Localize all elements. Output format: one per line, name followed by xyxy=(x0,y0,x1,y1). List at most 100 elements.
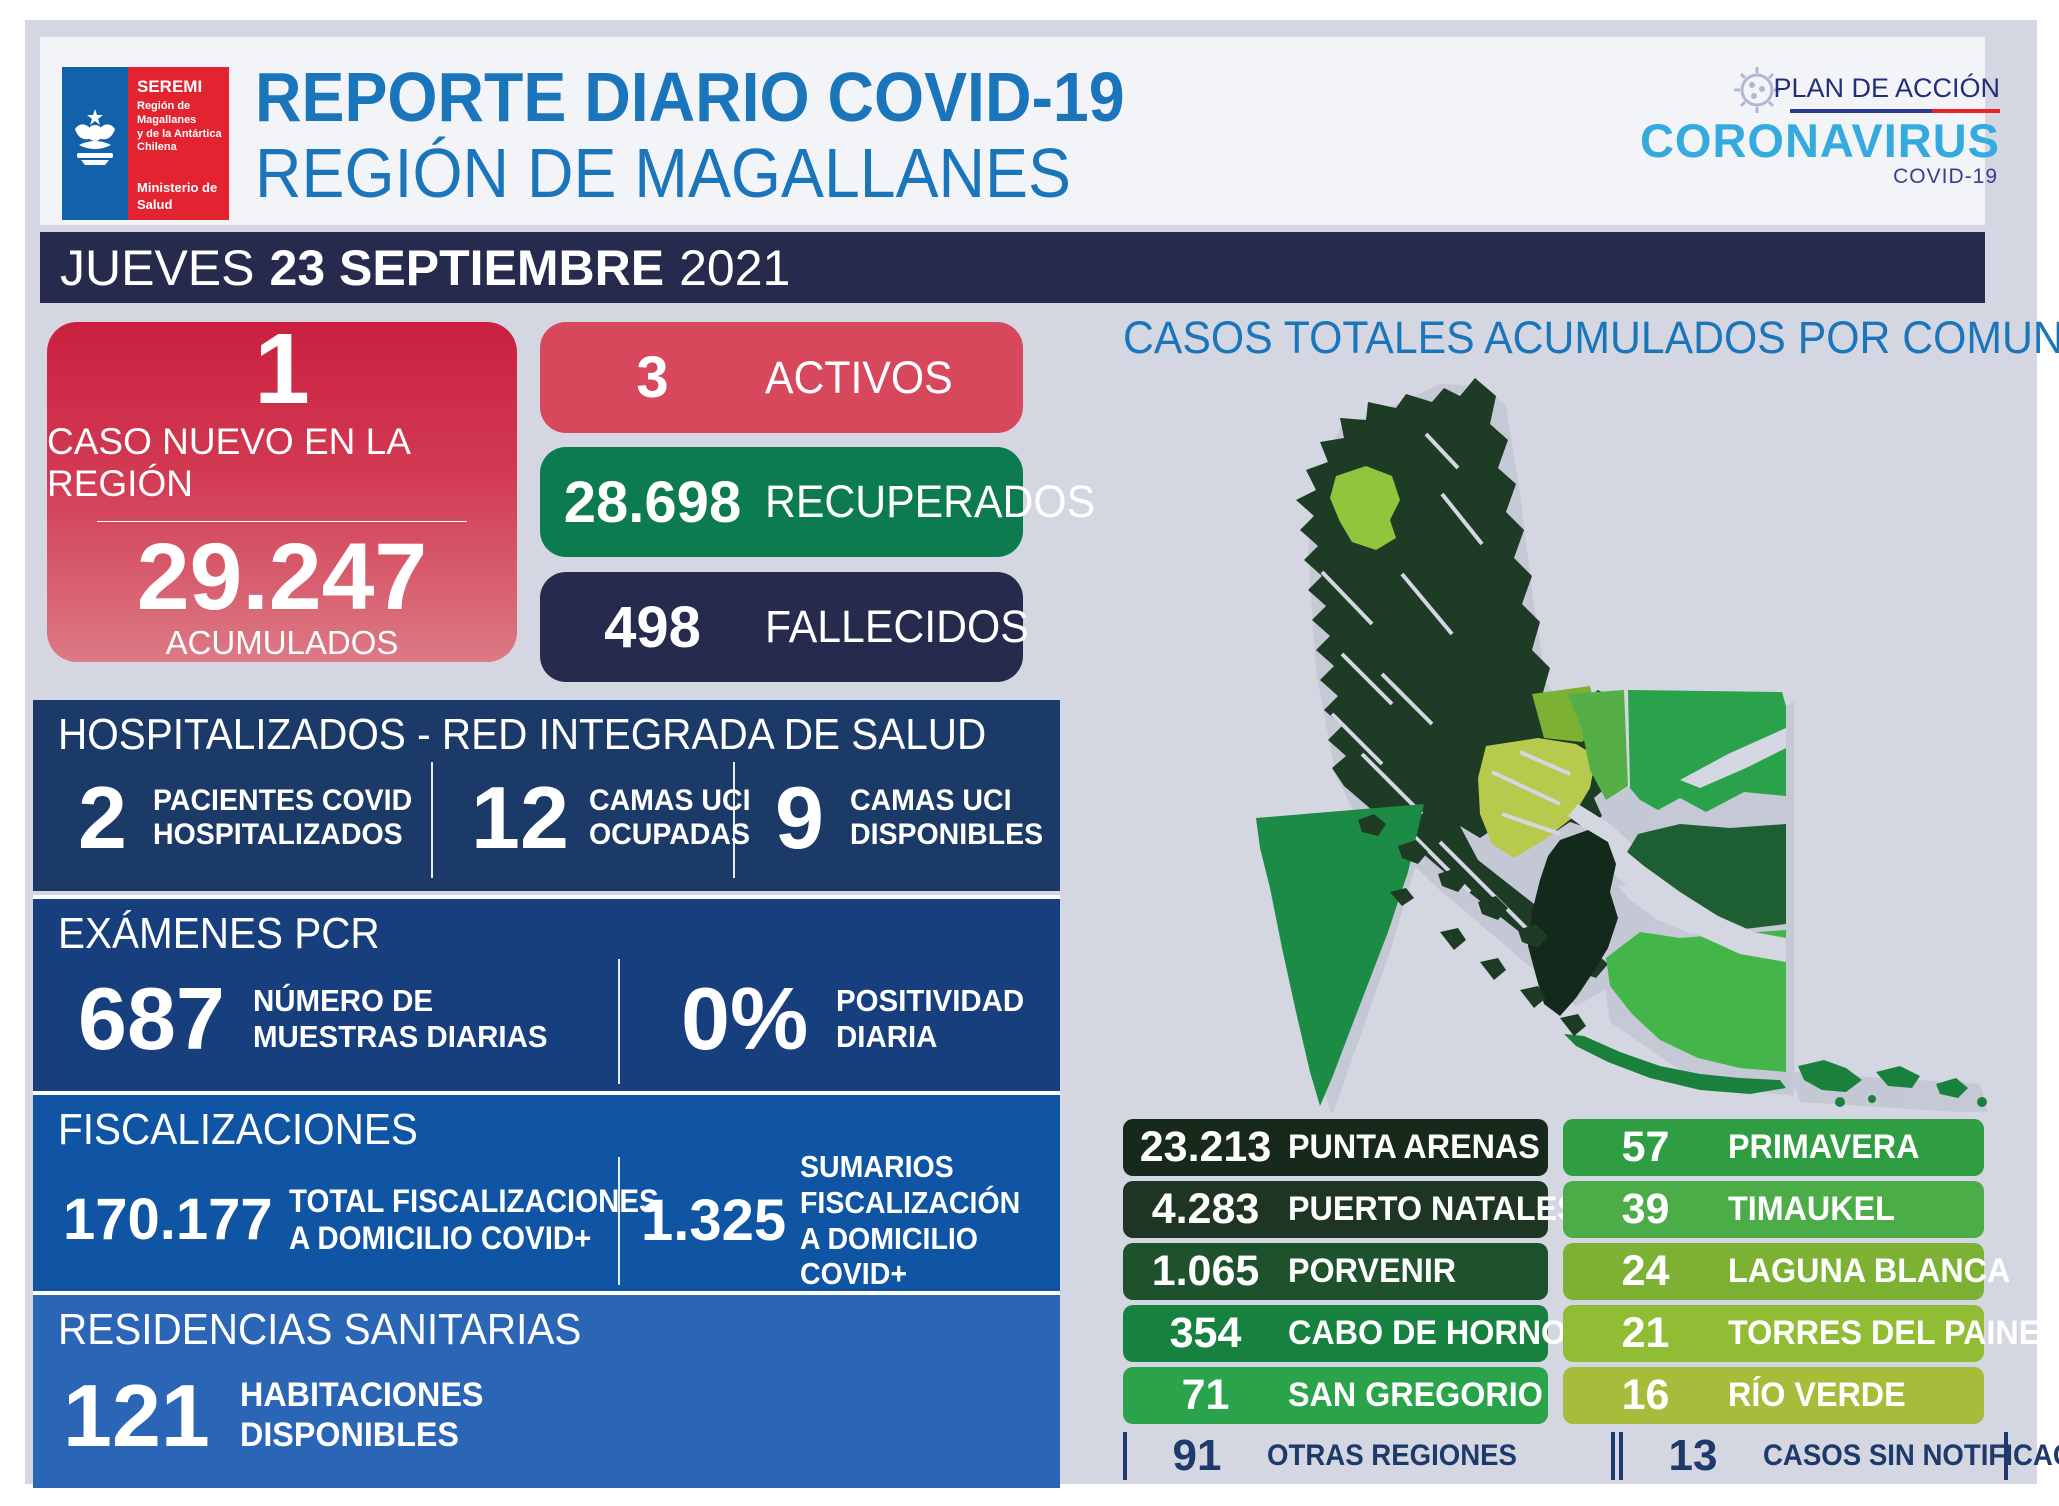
map-sw-islands xyxy=(1358,814,1586,1036)
report-page-background: SEREMI Región de Magallanes y de la Antá… xyxy=(25,20,2059,1488)
other-regions-value: 91 xyxy=(1172,1431,1222,1480)
stat-label: PACIENTES COVID HOSPITALIZADOS xyxy=(152,783,413,852)
stat-label: POSITIVIDAD DIARIA xyxy=(836,983,1025,1054)
pcr-title: EXÁMENES PCR xyxy=(58,909,380,958)
stat-label: HABITACIONES DISPONIBLES xyxy=(239,1376,484,1454)
comuna-value: 1.065 xyxy=(1151,1247,1260,1295)
date-year: 2021 xyxy=(679,239,791,296)
plan-de-accion-label: PLAN DE ACCIÓN xyxy=(1773,73,2000,103)
map-region-torres-del-paine xyxy=(1330,466,1400,550)
stat-label: TOTAL FISCALIZACIONES A DOMICILIO COVID+ xyxy=(288,1182,659,1256)
comuna-value: 39 xyxy=(1621,1185,1670,1233)
comuna-row-laguna-blanca: 24 LAGUNA BLANCA xyxy=(1563,1243,2010,1300)
fiscalizaciones-stat-total: 170.177 TOTAL FISCALIZACIONES A DOMICILI… xyxy=(63,1157,690,1282)
map-region-rio-verde xyxy=(1478,738,1596,858)
stat-value: 0% xyxy=(681,969,809,1068)
map-water-channels xyxy=(1568,728,1786,962)
map-region-timaukel xyxy=(1606,930,1786,1072)
header-band: SEREMI Región de Magallanes y de la Antá… xyxy=(40,37,2000,225)
date-date: 23 SEPTIEMBRE xyxy=(269,239,665,296)
stat-label: SUMARIOS FISCALIZACIÓN A DOMICILIO COVID… xyxy=(800,1149,1021,1292)
comuna-label: CABO DE HORNOS xyxy=(1288,1314,1588,1352)
comuna-value: 57 xyxy=(1621,1123,1670,1171)
map-region-san-gregorio xyxy=(1568,690,1628,800)
plan-de-accion-badge: PLAN DE ACCIÓN CORONAVIRUS COVID-19 xyxy=(1640,65,2000,195)
new-cases-label: CASO NUEVO EN LA REGIÓN xyxy=(47,421,409,504)
active-cases-value: 3 xyxy=(636,345,669,410)
plan-underline-red xyxy=(1932,109,2000,113)
stat-value: 687 xyxy=(78,969,225,1068)
coronavirus-icon xyxy=(1734,67,1780,113)
stat-divider xyxy=(618,959,620,1084)
map-region-primavera xyxy=(1628,690,1786,812)
covid19-sublabel: COVID-19 xyxy=(1893,165,1998,188)
fiscalizaciones-stat-sumarios: 1.325 SUMARIOS FISCALIZACIÓN A DOMICILIO… xyxy=(641,1149,1060,1291)
comuna-value: 16 xyxy=(1621,1371,1670,1419)
deceased-label: FALLECIDOS xyxy=(765,601,1029,652)
comuna-label: TIMAUKEL xyxy=(1728,1190,1895,1228)
new-cases-card: 1 CASO NUEVO EN LA REGIÓN 29.247 ACUMULA… xyxy=(47,313,517,662)
comuna-row-puerto-natales: 4.283 PUERTO NATALES xyxy=(1123,1181,1579,1238)
chile-coat-of-arms-icon xyxy=(75,109,115,165)
comuna-value: 354 xyxy=(1169,1309,1242,1357)
accumulated-label: ACUMULADOS xyxy=(165,624,399,661)
comuna-label: SAN GREGORIO xyxy=(1288,1376,1543,1414)
comuna-label: PORVENIR xyxy=(1288,1252,1457,1290)
other-regions-cell: 91 OTRAS REGIONES xyxy=(1123,1431,1615,1480)
fiscalizaciones-title: FISCALIZACIONES xyxy=(58,1105,418,1154)
new-cases-value: 1 xyxy=(254,313,310,425)
hospitalized-stat-patients: 2 PACIENTES COVID HOSPITALIZADOS xyxy=(78,758,426,878)
pcr-stat-samples: 687 NÚMERO DE MUESTRAS DIARIAS xyxy=(78,959,563,1079)
pcr-section: EXÁMENES PCR 687 NÚMERO DE MUESTRAS DIAR… xyxy=(33,895,1060,1091)
active-cases-pill: 3 ACTIVOS xyxy=(540,322,1023,433)
no-notification-value: 13 xyxy=(1668,1431,1718,1480)
comuna-row-primavera: 57 PRIMAVERA xyxy=(1563,1119,1984,1176)
stat-divider xyxy=(618,1157,620,1285)
stat-divider xyxy=(431,762,433,878)
hospitalized-stat-icu-occupied: 12 CAMAS UCI OCUPADAS xyxy=(471,758,759,878)
comuna-value: 21 xyxy=(1621,1309,1670,1357)
comuna-label: PUNTA ARENAS xyxy=(1288,1128,1540,1166)
comuna-label: LAGUNA BLANCA xyxy=(1728,1252,2011,1290)
report-title-line2: REGIÓN DE MAGALLANES xyxy=(255,134,1071,212)
seremi-logo-red-panel: SEREMI Región de Magallanes y de la Antá… xyxy=(128,67,229,220)
stat-divider xyxy=(733,762,735,878)
stat-value: 12 xyxy=(471,768,569,867)
seremi-logo-blue-panel xyxy=(62,67,128,220)
active-cases-label: ACTIVOS xyxy=(765,351,953,403)
pcr-stat-positivity: 0% POSITIVIDAD DIARIA xyxy=(681,959,1034,1079)
logo-region-text: Región de Magallanes y de la Antártica C… xyxy=(137,100,222,154)
comuna-row-san-gregorio: 71 SAN GREGORIO xyxy=(1123,1367,1548,1424)
stat-label: CAMAS UCI DISPONIBLES xyxy=(849,783,1044,852)
hospitalized-title: HOSPITALIZADOS - RED INTEGRADA DE SALUD xyxy=(58,710,987,759)
date-day: JUEVES xyxy=(60,239,255,296)
deceased-value: 498 xyxy=(604,594,701,660)
stat-label: CAMAS UCI OCUPADAS xyxy=(588,783,751,852)
report-title-line1: REPORTE DIARIO COVID-19 xyxy=(255,58,1125,136)
residencias-stat-rooms: 121 HABITACIONES DISPONIBLES xyxy=(63,1353,496,1478)
rio-verde-cracks xyxy=(1491,750,1571,836)
stat-value: 2 xyxy=(78,768,127,867)
coronavirus-wordmark: CORONAVIRUS xyxy=(1639,114,2000,167)
hospitalized-section: HOSPITALIZADOS - RED INTEGRADA DE SALUD … xyxy=(33,700,1060,891)
plan-underline-blue xyxy=(1790,109,1932,113)
comuna-row-cabo-de-hornos: 354 CABO DE HORNOS xyxy=(1123,1305,1588,1362)
stat-value: 9 xyxy=(775,768,824,867)
residencias-section: RESIDENCIAS SANITARIAS 121 HABITACIONES … xyxy=(33,1291,1060,1488)
date-bar: JUEVES 23 SEPTIEMBRE 2021 xyxy=(40,232,1985,303)
comuna-value: 23.213 xyxy=(1139,1123,1272,1171)
logo-seremi-text: SEREMI xyxy=(137,77,203,96)
comuna-value: 71 xyxy=(1181,1371,1230,1419)
stat-value: 121 xyxy=(63,1365,210,1465)
map-region-antartica xyxy=(1256,804,1424,1106)
fiscalizaciones-section: FISCALIZACIONES 170.177 TOTAL FISCALIZAC… xyxy=(33,1091,1060,1291)
stat-value: 170.177 xyxy=(63,1187,273,1252)
logo-ministry-text: Ministerio de Salud xyxy=(137,180,218,212)
magallanes-region-map xyxy=(1256,378,1988,1112)
comuna-label: RÍO VERDE xyxy=(1728,1376,1906,1414)
comuna-value: 4.283 xyxy=(1151,1185,1260,1233)
cases-without-notification-cell: 13 CASOS SIN NOTIFICACIÓN xyxy=(1619,1431,2059,1480)
residencias-title: RESIDENCIAS SANITARIAS xyxy=(58,1305,582,1354)
stat-label: NÚMERO DE MUESTRAS DIARIAS xyxy=(252,983,548,1054)
